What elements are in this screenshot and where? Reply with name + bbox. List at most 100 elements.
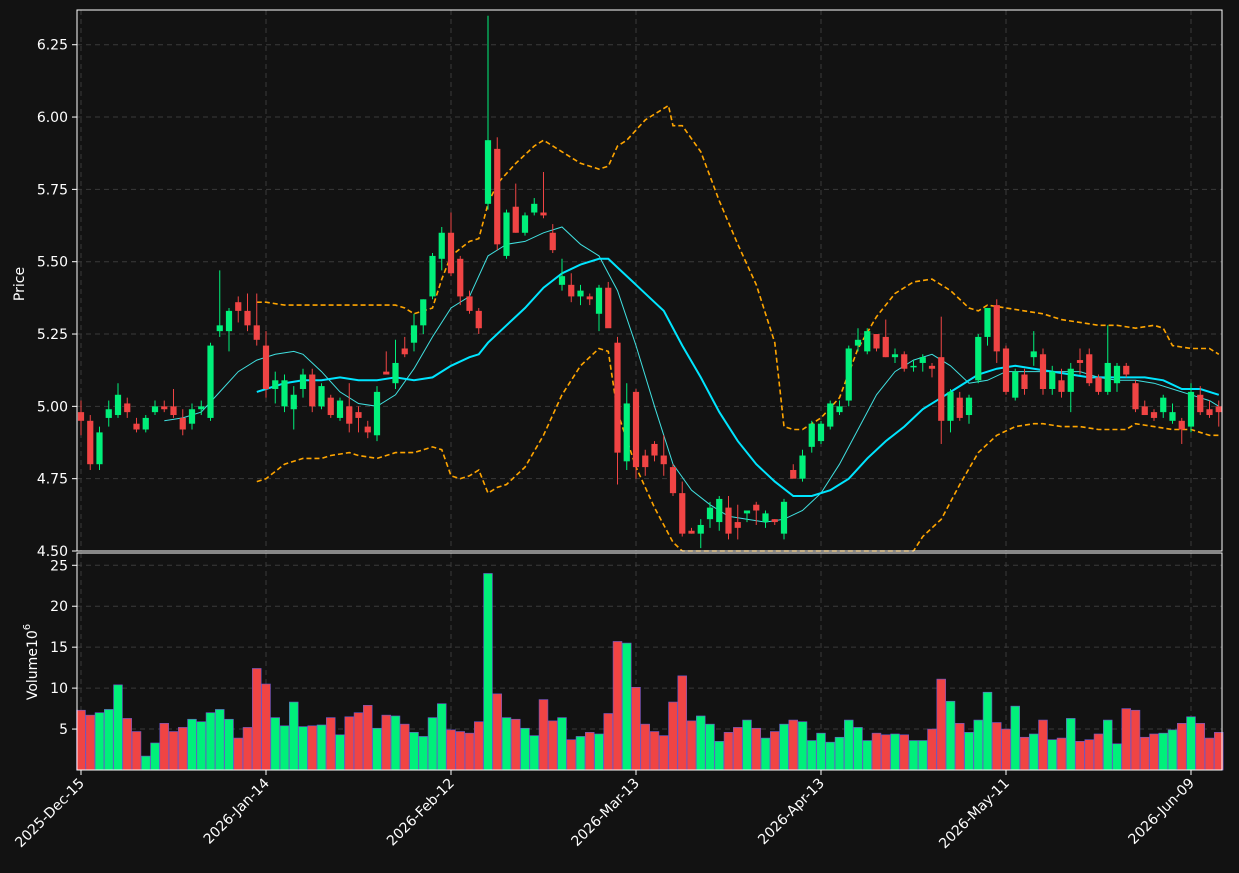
candle-body: [827, 403, 834, 427]
candle-body: [706, 507, 714, 520]
volume-bar: [1066, 718, 1076, 771]
candle-body: [716, 498, 723, 523]
volume-bar: [973, 719, 983, 771]
candle-body: [225, 310, 233, 332]
volume-bar: [353, 712, 364, 771]
volume-bar: [1075, 741, 1085, 771]
candle-body: [401, 348, 408, 355]
volume-bar: [372, 727, 382, 771]
volume-bar: [742, 719, 752, 771]
volume-bar: [1158, 732, 1168, 771]
candle-body: [346, 406, 353, 424]
volume-bar: [585, 732, 595, 771]
candle-body: [207, 345, 214, 418]
candle-body: [605, 287, 612, 329]
volume-bar: [483, 573, 493, 771]
volume-bar: [298, 726, 308, 771]
volume-bar: [557, 717, 567, 771]
candle-body: [188, 409, 196, 424]
candle-body: [1132, 383, 1139, 410]
candle-body: [410, 325, 418, 343]
candle-body: [568, 284, 575, 297]
candle-body: [993, 305, 1000, 352]
price-tick-label: 5.75: [37, 182, 68, 198]
volume-bar: [168, 731, 179, 771]
volume-bar: [705, 723, 715, 771]
candle-body: [364, 426, 371, 433]
candle-body: [179, 417, 186, 430]
volume-bar: [104, 709, 114, 771]
candle-body: [540, 212, 547, 216]
candle-body: [799, 455, 806, 479]
candle-body: [817, 423, 825, 442]
volume-bar: [1103, 719, 1113, 771]
candle-body: [105, 409, 112, 418]
candle-body: [965, 397, 973, 416]
candle-body: [1067, 368, 1074, 392]
volume-bar: [1029, 733, 1039, 771]
volume-bar: [242, 727, 253, 771]
candle-body: [1039, 354, 1047, 389]
candle-body: [336, 400, 344, 418]
volume-bar: [686, 720, 697, 771]
candle-body: [466, 296, 473, 311]
volume-bar: [511, 718, 521, 771]
candle-body: [244, 310, 251, 326]
volume-tick-label: 20: [50, 599, 68, 615]
candle-body: [1058, 380, 1065, 392]
volume-bar: [649, 731, 660, 771]
candle-body: [318, 386, 325, 407]
candle-body: [531, 203, 538, 213]
candle-body: [928, 365, 936, 369]
volume-bar: [289, 701, 299, 771]
candle-body: [290, 394, 297, 410]
candle-body: [114, 394, 122, 416]
volume-bar: [418, 736, 428, 771]
volume-bar: [1001, 728, 1011, 771]
candle-body: [1215, 406, 1222, 413]
volume-axis-exponent-power: 6: [22, 624, 33, 630]
candle-body: [281, 380, 288, 407]
candle-body: [1123, 365, 1130, 375]
volume-bar: [1140, 736, 1150, 771]
volume-bar: [427, 717, 438, 771]
candle-body: [1030, 351, 1037, 358]
candle-body: [577, 290, 584, 297]
volume-bar: [797, 721, 808, 771]
volume-bar: [631, 686, 641, 771]
volume-tick-label: 10: [50, 681, 68, 697]
candle-body: [725, 507, 732, 534]
candle-body: [87, 420, 94, 465]
candle-body: [771, 519, 778, 523]
candle-body: [142, 417, 149, 430]
volume-bar: [150, 742, 160, 771]
volume-bar: [215, 709, 225, 771]
volume-bar: [446, 729, 456, 771]
candle-body: [975, 336, 982, 381]
candle-body: [1076, 360, 1084, 363]
volume-bar: [316, 724, 327, 771]
volume-bar: [141, 755, 151, 771]
candle-body: [503, 212, 510, 256]
volume-bar: [279, 725, 290, 771]
volume-bar: [566, 739, 576, 771]
volume-bar: [94, 712, 105, 771]
volume-bar: [335, 734, 345, 771]
candle-body: [1049, 371, 1056, 389]
volume-bar: [770, 731, 780, 771]
candle-body: [1141, 406, 1148, 416]
candle-body: [595, 287, 603, 314]
volume-bar: [464, 732, 475, 771]
candle-body: [632, 391, 640, 468]
candle-body: [956, 397, 963, 418]
candle-body: [882, 336, 889, 358]
price-tick-label: 5.50: [37, 255, 68, 271]
volume-bar: [881, 734, 891, 771]
candle-body: [891, 354, 899, 358]
candles: [77, 15, 1222, 549]
candle-body: [845, 348, 852, 401]
volume-bar: [261, 683, 271, 771]
volume-bar: [205, 712, 216, 771]
volume-y-ticks: 5 10 15 20 25: [50, 558, 77, 738]
volume-bar: [622, 642, 632, 771]
